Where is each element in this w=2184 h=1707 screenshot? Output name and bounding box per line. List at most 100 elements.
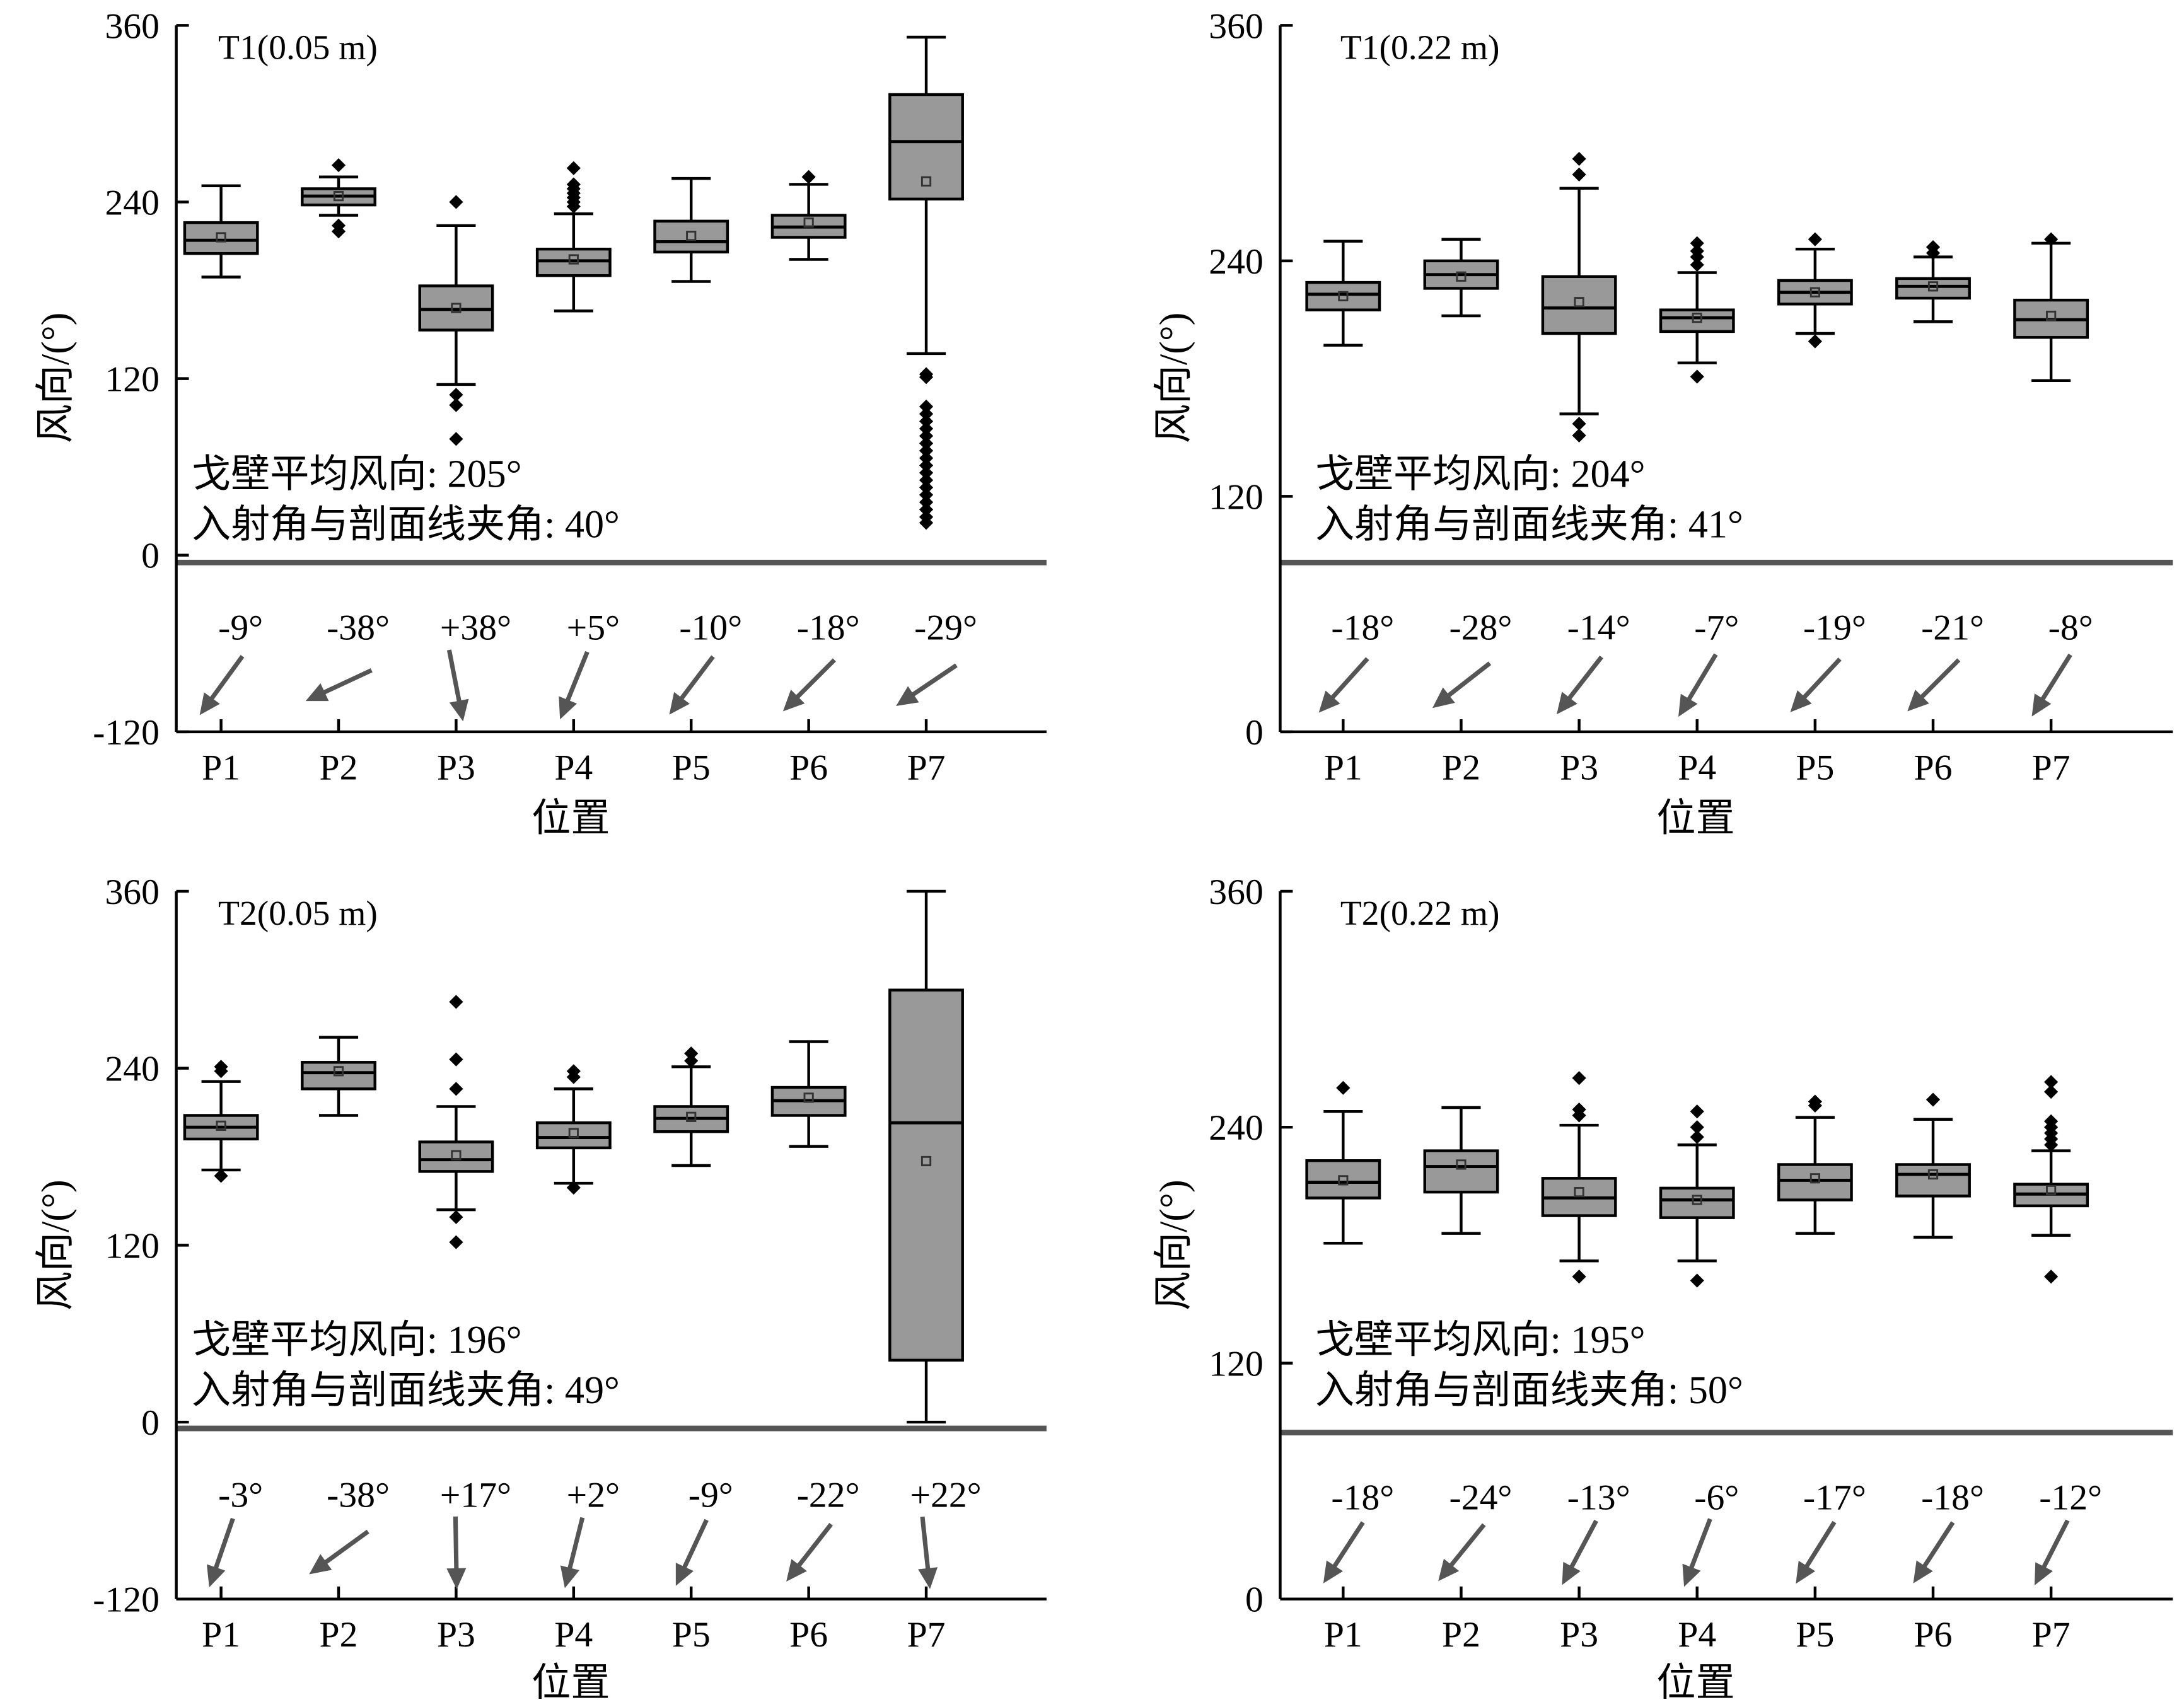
- wind-arrow-icon: [1318, 657, 1369, 713]
- wind-arrow-head: [199, 692, 220, 715]
- x-tick-label: P4: [1678, 1615, 1716, 1655]
- wind-arrow-head: [2034, 1562, 2053, 1585]
- outlier-point: [449, 432, 463, 446]
- wind-arrow-icon: [1678, 653, 1718, 717]
- box-plot-p4: [535, 161, 612, 313]
- wind-arrow-icon: [1913, 1521, 1955, 1583]
- panel-t2-0-05m: 360 240 120 0 -120 P1 -3° P2 -38° P3 +17° P4 +2° P5 -9…: [35, 872, 1047, 1704]
- wind-arrow-icon: [1562, 1519, 1598, 1585]
- box-plot-p7: [888, 35, 964, 530]
- iqr-box: [1305, 1159, 1381, 1200]
- box-plot-p7: [2013, 1075, 2089, 1284]
- outlier-point: [1572, 428, 1586, 443]
- outlier-point: [214, 1064, 228, 1079]
- mean-marker: [216, 1120, 226, 1131]
- wind-arrow-icon: [559, 651, 590, 720]
- wind-arrow-head: [1682, 1563, 1701, 1587]
- outlier-point: [1336, 1080, 1350, 1095]
- mean-marker: [1574, 297, 1584, 308]
- angle-deviation-label: -17°: [1803, 1478, 1866, 1518]
- outlier-point: [1690, 1273, 1704, 1288]
- box-plot-p5: [1777, 1094, 1853, 1235]
- mean-marker: [1692, 1195, 1702, 1205]
- outlier-point: [919, 451, 934, 465]
- box-plot-p1: [1305, 240, 1381, 347]
- x-tick-label: P1: [1324, 1615, 1362, 1655]
- wind-arrow-shaft: [794, 1522, 833, 1570]
- angle-deviation-label: -38°: [327, 1475, 390, 1515]
- wind-arrow-icon: [2031, 653, 2072, 717]
- wind-arrow-shaft: [793, 658, 836, 702]
- angle-deviation-label: -29°: [914, 608, 977, 647]
- angle-deviation-label: -38°: [327, 608, 390, 647]
- mean-marker: [1927, 1169, 1939, 1180]
- wind-arrow-icon: [918, 1516, 938, 1589]
- outlier-point: [919, 443, 934, 458]
- box-plot-p5: [653, 176, 729, 283]
- wind-arrow-head: [1796, 1561, 1816, 1584]
- wind-arrow-head: [918, 1567, 938, 1589]
- box-plot-p6: [770, 170, 847, 261]
- mean-marker: [2046, 1184, 2057, 1196]
- y-tick-label: 360: [1209, 872, 1263, 912]
- angle-deviation-label: -19°: [1803, 608, 1866, 647]
- mean-marker: [1338, 291, 1349, 301]
- mean-marker: [803, 1092, 814, 1103]
- angle-deviation-label: -7°: [1694, 608, 1739, 647]
- outlier-point: [919, 436, 934, 451]
- mean-marker: [216, 232, 226, 243]
- angle-deviation-label: -14°: [1567, 608, 1630, 647]
- x-tick-label: P5: [672, 748, 711, 787]
- angle-deviation-label: -6°: [1694, 1478, 1739, 1518]
- outlier-point: [919, 407, 934, 421]
- y-tick-label: 0: [1245, 713, 1263, 753]
- angle-deviation-label: -13°: [1567, 1478, 1630, 1518]
- panel-title: T1(0.22 m): [1340, 28, 1500, 67]
- iqr-box: [888, 988, 964, 1362]
- panel-title: T1(0.05 m): [218, 28, 378, 67]
- x-tick-label: P4: [554, 1615, 593, 1655]
- incidence-angle-note: 入射角与剖面线夹角: 40°: [192, 503, 620, 546]
- box-plot-p4: [1659, 1104, 1735, 1288]
- x-tick-label: P4: [1678, 748, 1716, 787]
- y-tick-label: 360: [105, 872, 160, 912]
- x-tick-label: P1: [202, 1615, 240, 1655]
- wind-arrow-icon: [2034, 1519, 2070, 1585]
- panel-title: T2(0.05 m): [218, 894, 378, 932]
- iqr-box: [418, 1140, 494, 1173]
- y-tick-label: 240: [105, 1050, 160, 1089]
- wind-arrow-head: [1323, 1560, 1344, 1583]
- angle-deviation-label: +5°: [567, 608, 620, 647]
- angle-deviation-label: -18°: [1921, 1478, 1984, 1518]
- wind-arrow-shaft: [909, 663, 958, 699]
- incidence-angle-note: 入射角与剖面线夹角: 41°: [1315, 503, 1743, 546]
- y-tick-label: 0: [1245, 1580, 1263, 1620]
- angle-deviation-label: -8°: [2048, 608, 2093, 647]
- mean-marker: [1927, 281, 1939, 292]
- wind-arrow-shaft: [1328, 657, 1369, 702]
- mean-marker: [333, 191, 344, 202]
- wind-arrow-head: [782, 689, 805, 712]
- box-plot-p6: [1895, 1092, 1971, 1239]
- outlier-point: [919, 516, 934, 530]
- panel-t1-0-05m: 360 240 120 0 -120 P1 -9° P2 -38° P3 +38° P4 +5° P5 -1…: [35, 6, 1047, 840]
- mean-marker: [333, 1066, 344, 1077]
- wind-arrow-head: [1678, 693, 1698, 717]
- outlier-point: [449, 398, 463, 412]
- wind-arrow-icon: [1557, 656, 1603, 715]
- incidence-angle-note: 入射角与剖面线夹角: 50°: [1315, 1369, 1743, 1412]
- wind-arrow-head: [669, 691, 690, 715]
- box-plot-p1: [183, 1060, 259, 1183]
- angle-deviation-label: -24°: [1449, 1478, 1513, 1518]
- wind-arrow-shaft: [1330, 1521, 1365, 1571]
- outlier-point: [919, 495, 934, 509]
- wind-arrow-head: [559, 696, 578, 720]
- wind-arrow-shaft: [1800, 657, 1842, 702]
- outlier-point: [1808, 232, 1822, 246]
- box-plot-p5: [653, 1046, 729, 1167]
- wind-arrow-icon: [782, 658, 836, 712]
- box-plot-p6: [770, 1040, 847, 1148]
- x-tick-label: P7: [907, 1615, 946, 1655]
- angle-deviation-label: -18°: [797, 608, 860, 647]
- y-axis-title: 风向/(°): [35, 313, 78, 444]
